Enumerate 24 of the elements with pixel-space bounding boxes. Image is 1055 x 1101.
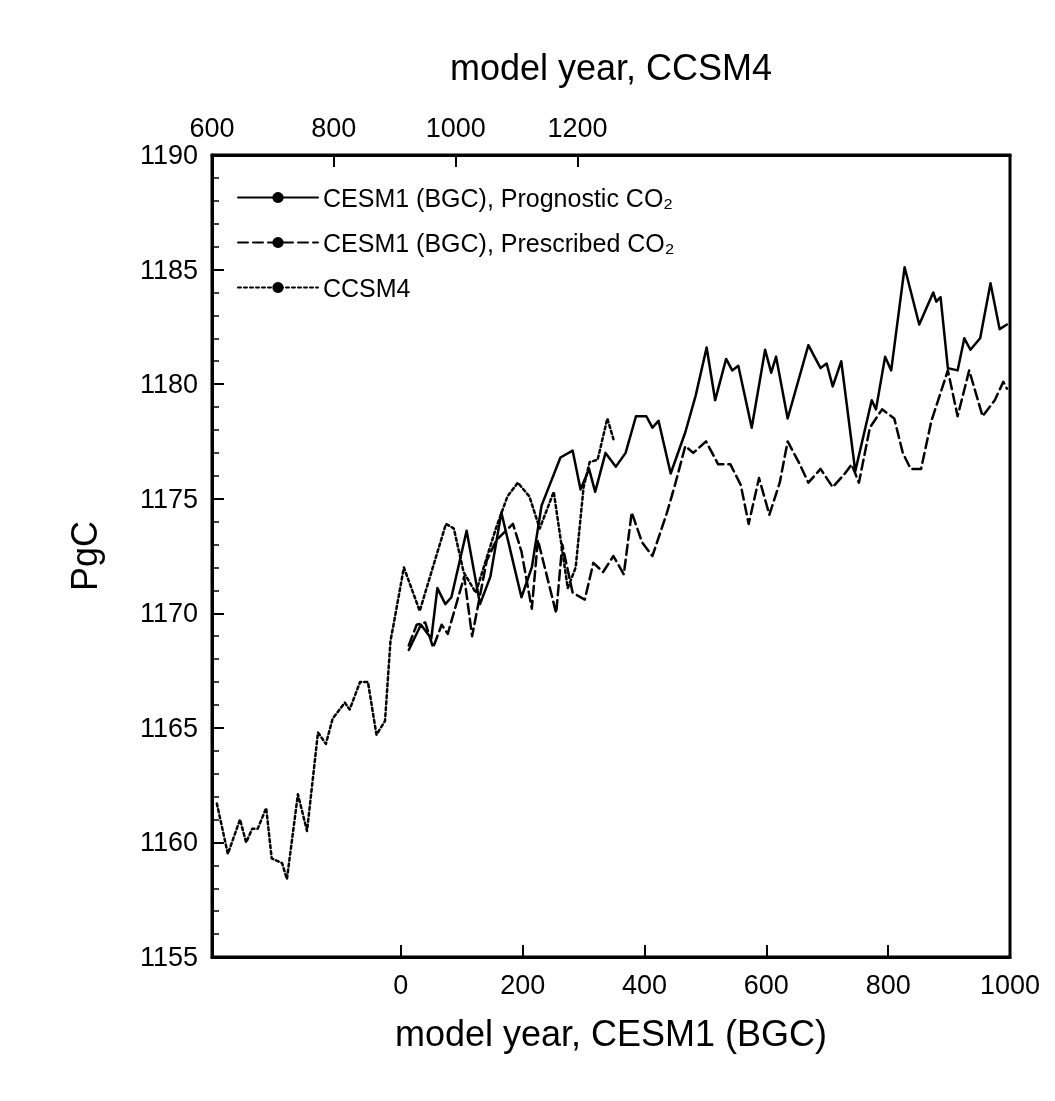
x2-tick-label: 1000 (425, 112, 486, 143)
x2-tick-label: 600 (189, 112, 235, 143)
y-axis-title: PgC (63, 520, 105, 592)
legend-label: CCSM4 (323, 273, 411, 302)
x2-tick-label: 800 (311, 112, 357, 143)
y-tick-label: 1160 (139, 827, 198, 858)
x-tick-label: 200 (500, 969, 546, 1000)
y-tick-label: 1190 (139, 140, 198, 170)
x-tick-label: 1000 (979, 969, 1041, 1000)
x2-tick-label: 1200 (547, 112, 608, 143)
y-tick-label: 1165 (139, 712, 198, 743)
x-tick-label: 400 (621, 969, 668, 1000)
legend-label: CESM1 (BGC), Prescribed CO₂ (323, 228, 675, 257)
legend-label: CESM1 (BGC), Prognostic CO₂ (323, 183, 674, 212)
y-tick-label: 1185 (139, 254, 198, 285)
x-tick-label: 800 (865, 969, 911, 1000)
y-tick-label: 1170 (139, 598, 198, 629)
y-tick-label: 1155 (139, 942, 198, 972)
x-tick-label: 0 (393, 969, 409, 1000)
x2-axis-title: model year, CCSM4 (449, 46, 773, 88)
x-tick-label: 600 (743, 969, 789, 1000)
y-tick-label: 1180 (139, 369, 198, 400)
x-axis-title: model year, CESM1 (BGC) (394, 1012, 828, 1054)
y-tick-label: 1175 (139, 483, 198, 514)
